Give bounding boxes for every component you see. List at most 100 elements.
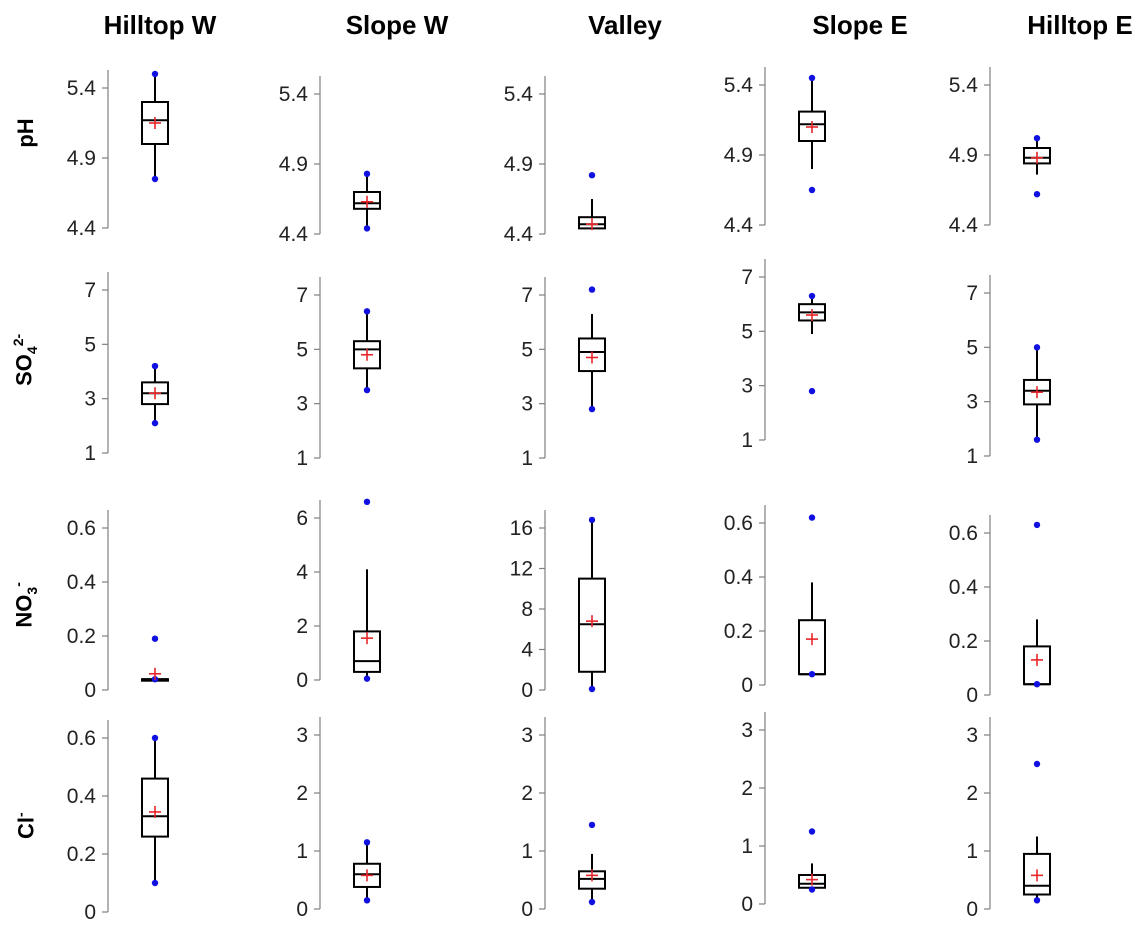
mean-marker [806, 633, 818, 646]
y-tick-label: 1 [521, 447, 533, 470]
outlier-point [363, 225, 371, 232]
y-tick-label: 0 [741, 893, 753, 916]
outlier-point [808, 671, 816, 678]
panel-3-0: 0 0.2 0.4 0.6 [67, 720, 169, 924]
panel-2-3: 0 0.2 0.4 0.6 [724, 505, 826, 697]
panel-3-2: 0 1 2 3 [521, 717, 606, 921]
y-tick-label: 0.2 [949, 630, 978, 653]
y-tick-label: 0 [521, 898, 533, 921]
column-title-slope-e: Slope E [812, 10, 908, 40]
y-tick-label: 3 [521, 393, 533, 416]
mean-marker [586, 351, 598, 364]
y-tick-label: 3 [521, 724, 533, 747]
y-tick-label: 4.4 [724, 214, 754, 237]
y-tick-label: 0.6 [724, 512, 753, 535]
mean-marker [149, 117, 161, 129]
y-tick-label: 16 [510, 517, 533, 540]
panel-2-0: 0 0.2 0.4 0.6 [67, 510, 169, 702]
outlier-point [588, 685, 596, 693]
mean-marker [586, 869, 598, 882]
mean-marker [806, 873, 818, 886]
panel-2-2: 0 4 8 12 16 [510, 510, 606, 702]
outlier-point [363, 839, 371, 846]
y-tick-label: 1 [741, 429, 753, 452]
outlier-point [363, 897, 371, 904]
y-tick-label: 4 [521, 639, 533, 662]
y-tick-label: 3 [296, 724, 308, 747]
mean-marker [149, 667, 161, 680]
y-tick-label: 7 [741, 266, 753, 289]
y-tick-label: 0.6 [67, 517, 96, 540]
y-tick-label: 4.4 [504, 223, 534, 246]
y-tick-label: 2 [296, 615, 308, 638]
y-tick-label: 3 [966, 724, 978, 747]
mean-marker [1031, 151, 1043, 164]
y-tick-label: 5 [741, 320, 753, 343]
panel-3-1: 0 1 2 3 [296, 717, 381, 921]
y-tick-label: 0.4 [67, 785, 97, 808]
mean-marker [806, 309, 818, 322]
y-tick-label: 5.4 [67, 77, 97, 100]
panel-3-4: 0 1 2 3 [966, 717, 1051, 921]
y-tick-label: 0.2 [67, 625, 96, 648]
panel-0-4: 4.4 4.9 5.4 [949, 67, 1051, 237]
mean-marker [361, 195, 373, 208]
y-tick-label: 2 [296, 782, 308, 805]
outlier-point [151, 362, 159, 370]
iqr-box [578, 337, 606, 373]
outlier-point [588, 286, 596, 293]
y-tick-label: 4.9 [949, 144, 978, 167]
outlier-point [1033, 521, 1041, 529]
y-tick-label: 0 [84, 901, 96, 924]
y-tick-label: 1 [296, 840, 308, 863]
mean-marker [1031, 869, 1043, 882]
outlier-point [1033, 760, 1041, 768]
y-tick-label: 0 [521, 679, 533, 702]
iqr-box [798, 619, 826, 676]
y-tick-label: 12 [510, 558, 533, 581]
mean-marker [361, 348, 373, 361]
y-tick-label: 0 [84, 679, 96, 702]
outlier-point [151, 175, 159, 183]
y-tick-label: 4.9 [504, 153, 533, 176]
y-tick-label: 4.4 [67, 217, 97, 240]
y-tick-label: 0 [741, 674, 753, 697]
mean-marker [586, 218, 598, 231]
outlier-point [588, 405, 596, 413]
y-tick-label: 1 [966, 445, 978, 468]
outlier-point [1033, 191, 1041, 198]
outlier-point [151, 879, 159, 887]
y-tick-label: 0 [296, 669, 308, 692]
y-tick-label: 0 [966, 684, 978, 707]
y-tick-label: 7 [521, 284, 533, 307]
y-tick-label: 1 [966, 840, 978, 863]
panel-3-3: 0 1 2 3 [741, 712, 826, 916]
y-tick-label: 2 [966, 782, 978, 805]
y-tick-label: 5 [296, 338, 308, 361]
mean-marker [586, 615, 598, 628]
y-tick-label: 7 [966, 282, 978, 305]
y-tick-label: 0.4 [724, 566, 754, 589]
panel-0-1: 4.4 4.9 5.4 [279, 76, 381, 246]
y-tick-label: 7 [84, 279, 96, 302]
y-tick-label: 4.9 [279, 153, 308, 176]
panel-1-4: 1 3 5 7 [966, 275, 1051, 468]
outlier-point [808, 828, 816, 835]
panel-0-3: 4.4 4.9 5.4 [724, 67, 826, 237]
y-tick-label: 8 [521, 598, 533, 621]
y-tick-label: 5.4 [279, 83, 309, 106]
y-tick-label: 3 [741, 375, 753, 398]
panel-1-0: 1 3 5 7 [84, 272, 169, 465]
outlier-point [363, 675, 371, 682]
column-title-slope-w: Slope W [345, 10, 449, 40]
panel-1-3: 1 3 5 7 [741, 259, 826, 452]
outlier-point [151, 635, 159, 642]
mean-marker [361, 632, 373, 645]
y-tick-label: 0.6 [67, 727, 96, 750]
mean-marker [149, 387, 161, 400]
panel-1-2: 1 3 5 7 [521, 277, 606, 470]
y-tick-label: 0.6 [949, 522, 978, 545]
y-tick-label: 0.2 [724, 620, 753, 643]
